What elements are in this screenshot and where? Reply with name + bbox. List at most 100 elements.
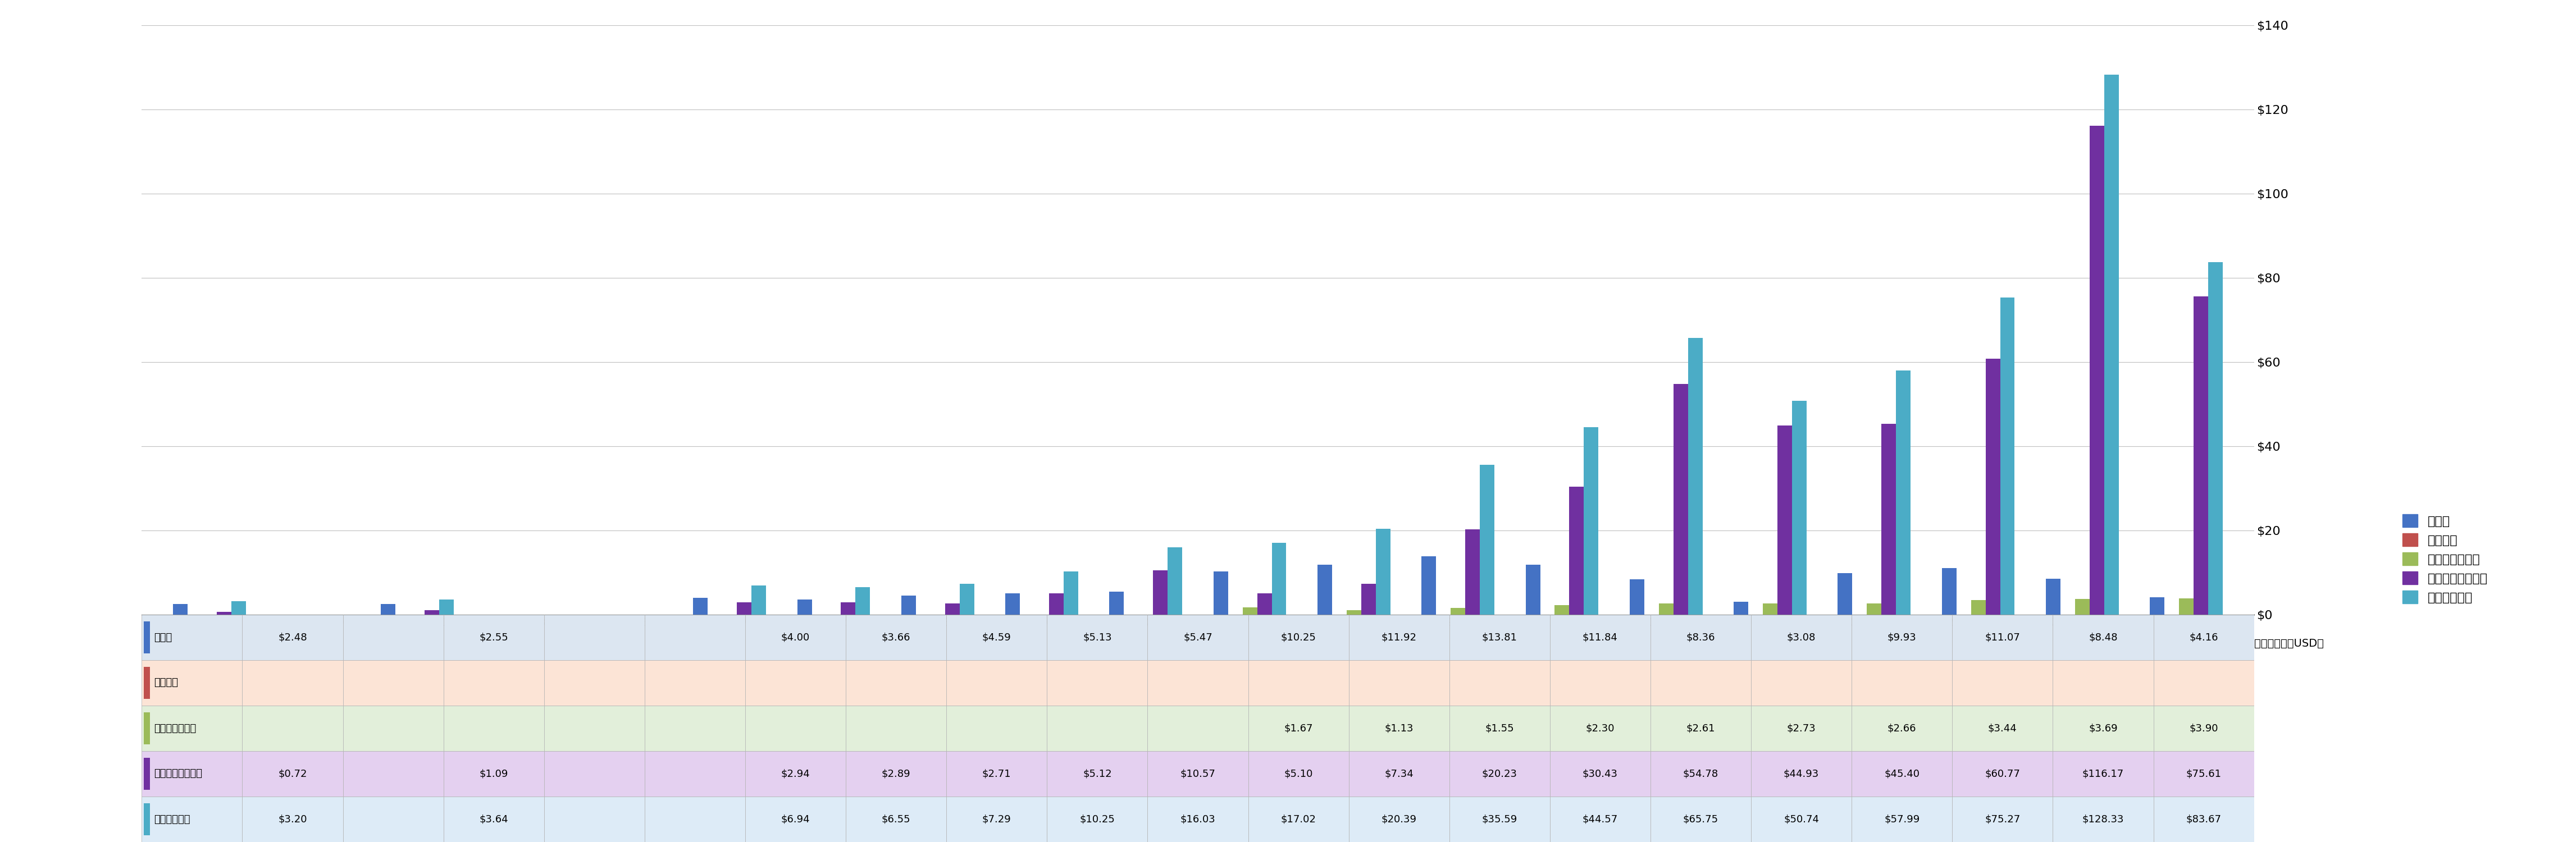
- Bar: [1146, 660, 1249, 706]
- Text: $2.48: $2.48: [278, 632, 307, 642]
- Bar: [855, 587, 871, 615]
- Bar: [644, 706, 744, 751]
- Bar: [1659, 604, 1674, 615]
- Bar: [343, 660, 443, 706]
- Bar: [425, 610, 440, 615]
- Bar: [1777, 425, 1793, 615]
- Bar: [1146, 615, 1249, 660]
- Bar: [1350, 797, 1450, 842]
- Text: $9.93: $9.93: [1888, 632, 1917, 642]
- Bar: [1651, 615, 1752, 660]
- Bar: [2105, 74, 2117, 615]
- Bar: [644, 660, 744, 706]
- Bar: [1249, 751, 1350, 797]
- Bar: [242, 751, 343, 797]
- Bar: [544, 797, 644, 842]
- Bar: [173, 605, 188, 615]
- Bar: [744, 751, 845, 797]
- Text: $10.57: $10.57: [1180, 769, 1216, 779]
- Text: $8.36: $8.36: [1687, 632, 1716, 642]
- Text: 繰延収益: 繰延収益: [155, 678, 178, 688]
- Bar: [1064, 572, 1079, 615]
- Bar: [1556, 605, 1569, 615]
- Bar: [945, 751, 1046, 797]
- Bar: [443, 797, 544, 842]
- Bar: [693, 598, 708, 615]
- Bar: [2053, 751, 2154, 797]
- Bar: [2089, 125, 2105, 615]
- Bar: [1651, 706, 1752, 751]
- Bar: [443, 751, 544, 797]
- Bar: [1110, 592, 1123, 615]
- Bar: [945, 660, 1046, 706]
- Text: $11.07: $11.07: [1986, 632, 2020, 642]
- Text: $1.67: $1.67: [1283, 723, 1314, 733]
- Bar: [1450, 751, 1551, 797]
- Text: $2.89: $2.89: [881, 769, 909, 779]
- Text: $4.16: $4.16: [2190, 632, 2218, 642]
- Text: $5.10: $5.10: [1283, 769, 1314, 779]
- Bar: [1880, 424, 1896, 615]
- Bar: [845, 797, 945, 842]
- Bar: [381, 604, 397, 615]
- Bar: [644, 615, 744, 660]
- Bar: [1046, 706, 1146, 751]
- Bar: [343, 751, 443, 797]
- Bar: [2154, 751, 2254, 797]
- Bar: [1350, 660, 1450, 706]
- Bar: [242, 797, 343, 842]
- Text: $0.72: $0.72: [278, 769, 307, 779]
- Bar: [1942, 568, 1955, 615]
- Bar: [142, 660, 242, 706]
- Bar: [443, 706, 544, 751]
- Bar: [1360, 584, 1376, 615]
- Bar: [1971, 600, 1986, 615]
- Text: $50.74: $50.74: [1783, 814, 1819, 824]
- Bar: [1466, 530, 1479, 615]
- Bar: [1249, 797, 1350, 842]
- Text: $2.94: $2.94: [781, 769, 809, 779]
- Bar: [1046, 615, 1146, 660]
- Bar: [744, 706, 845, 751]
- Text: 買掛金: 買掛金: [155, 632, 173, 642]
- Bar: [1752, 660, 1852, 706]
- Bar: [544, 751, 644, 797]
- Bar: [2053, 615, 2154, 660]
- Bar: [2053, 706, 2154, 751]
- Bar: [958, 584, 974, 615]
- Bar: [845, 706, 945, 751]
- Text: $4.59: $4.59: [981, 632, 1012, 642]
- Bar: [1762, 603, 1777, 615]
- Bar: [2053, 660, 2154, 706]
- Bar: [2208, 263, 2223, 615]
- Bar: [1687, 338, 1703, 615]
- Bar: [142, 706, 242, 751]
- Bar: [744, 797, 845, 842]
- Bar: [343, 797, 443, 842]
- Bar: [544, 660, 644, 706]
- Bar: [2195, 296, 2208, 615]
- Bar: [144, 758, 149, 790]
- Bar: [1793, 401, 1806, 615]
- Bar: [2154, 706, 2254, 751]
- Text: $7.34: $7.34: [1383, 769, 1414, 779]
- Bar: [1551, 797, 1651, 842]
- Bar: [1674, 384, 1687, 615]
- Bar: [845, 660, 945, 706]
- Text: $2.66: $2.66: [1888, 723, 1917, 733]
- Bar: [1651, 797, 1752, 842]
- Bar: [1450, 608, 1466, 615]
- Bar: [232, 601, 245, 615]
- Bar: [1242, 608, 1257, 615]
- Text: $2.71: $2.71: [981, 769, 1012, 779]
- Text: $6.94: $6.94: [781, 814, 809, 824]
- Bar: [1525, 565, 1540, 615]
- Bar: [752, 585, 765, 615]
- Bar: [1450, 797, 1551, 842]
- Text: $11.84: $11.84: [1582, 632, 1618, 642]
- Bar: [845, 615, 945, 660]
- Bar: [840, 603, 855, 615]
- Bar: [2076, 600, 2089, 615]
- Bar: [242, 660, 343, 706]
- Bar: [1569, 487, 1584, 615]
